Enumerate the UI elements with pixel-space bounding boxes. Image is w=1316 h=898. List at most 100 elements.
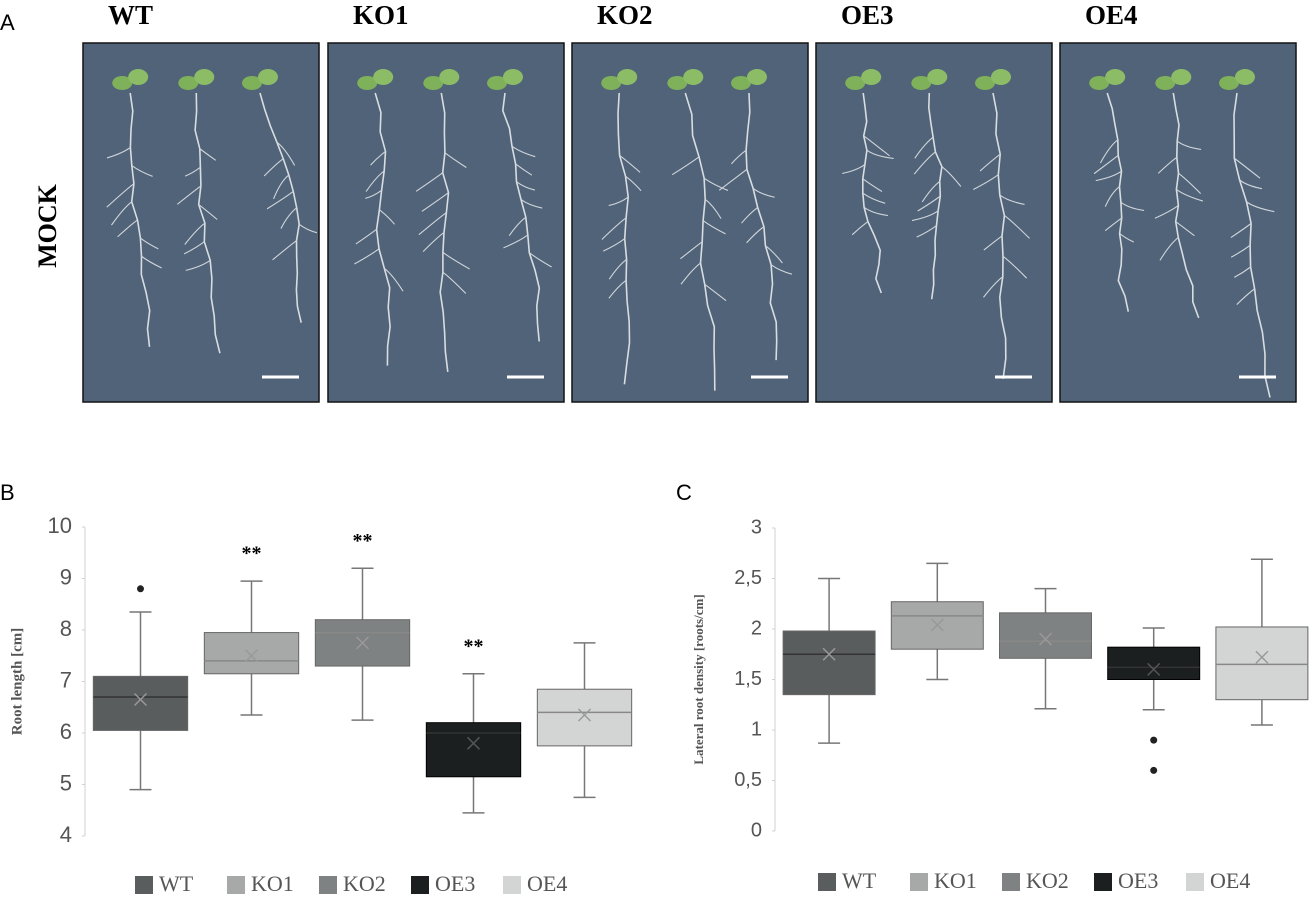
lateral-root [421,192,449,212]
lateral-root [921,180,941,203]
root [501,92,541,342]
legend-label: KO1 [934,868,977,893]
outlier [1150,766,1158,774]
mean-marker [244,649,259,663]
legend-swatch [818,873,836,891]
column-label: KO1 [353,0,409,30]
leaf [1105,69,1126,85]
lateral-root [117,219,138,238]
legend-label: OE3 [435,871,475,896]
lateral-root [704,283,727,302]
leaf [503,69,523,85]
lateral-root [442,251,470,270]
lateral-root [1159,237,1179,261]
legend-label: KO2 [343,871,386,896]
lateral-root [1176,188,1204,202]
lateral-root [1230,223,1252,239]
legend-label: KO2 [1026,868,1069,893]
lateral-root [863,135,890,157]
y-tick-label: 2,5 [734,567,762,589]
mean-stroke [577,708,592,722]
lateral-root [276,141,296,166]
legend-swatch [503,876,521,894]
lateral-root [1178,172,1202,195]
mean-stroke [1147,662,1161,676]
y-tick-label: 8 [60,616,72,641]
lateral-root [415,172,444,192]
lateral-root [703,177,729,191]
lateral-root [619,154,641,173]
lateral-root [671,156,700,176]
photo-shade [84,44,318,401]
lateral-root [1233,157,1261,179]
mean-marker [930,618,944,632]
row-label: MOCK [33,183,62,268]
lateral-root [1002,255,1028,279]
photo-row: WT KO1 KO2 OE3 OE4 [82,0,1297,403]
column-label: KO2 [597,0,653,30]
lateral-root [983,235,1003,251]
lateral-root [702,220,726,235]
lateral-root [608,196,629,207]
lateral-root [280,207,298,229]
lateral-root [365,170,385,192]
lateral-root [515,163,533,176]
lateral-root [680,241,703,260]
lateral-root [176,185,202,205]
leaf [975,76,995,90]
box [1215,626,1309,701]
column-label: WT [108,0,153,30]
chart: Lateral root density [roots/cm] 0 0,5 1 1,5 2… [691,516,1309,893]
leaf [911,76,932,90]
leaf [242,76,262,90]
lateral-root [511,145,536,158]
lateral-root [1104,186,1120,207]
legend-swatch [319,876,337,894]
column-label: OE3 [841,0,894,30]
photo [571,42,809,403]
lateral-root [680,262,701,285]
leaf [258,69,278,85]
lateral-root [272,240,297,261]
mean-marker [133,692,148,707]
mean-stroke [1038,632,1053,646]
lateral-root [365,189,382,199]
photo-shade [573,44,807,401]
lateral-root [1104,217,1123,232]
lateral-root [503,234,529,249]
photo [1059,42,1297,403]
lateral-root [1095,170,1122,182]
photo-shade [817,44,1051,401]
lateral-root [625,175,642,192]
lateral-root [851,221,869,236]
lateral-root [508,216,527,237]
y-tick-label: 1,5 [734,668,762,690]
leaf [861,69,882,85]
lateral-root [1230,244,1251,258]
leaf [487,76,507,90]
box [425,722,522,778]
legend-swatch [1094,873,1112,891]
leaf [194,69,215,85]
y-tick-label: 7 [60,667,72,692]
lateral-root [911,210,939,222]
lateral-root [355,228,377,245]
lateral-root [1093,155,1119,175]
lateral-root [184,222,206,245]
lateral-root [608,259,627,280]
box [999,612,1092,659]
leaf [845,76,866,90]
y-tick-label: 5 [60,770,72,795]
lateral-root [1236,288,1255,305]
lateral-root [383,267,404,292]
lateral-root [354,248,380,265]
y-tick-label: 1 [751,718,762,740]
mean-marker [466,736,481,750]
outlier [1150,736,1158,744]
lateral-root [1099,139,1119,164]
lateral-root [862,178,883,192]
legend-label: OE4 [527,871,567,896]
leaf [1235,69,1255,85]
lateral-root [718,168,748,191]
significance: ** [242,543,262,565]
